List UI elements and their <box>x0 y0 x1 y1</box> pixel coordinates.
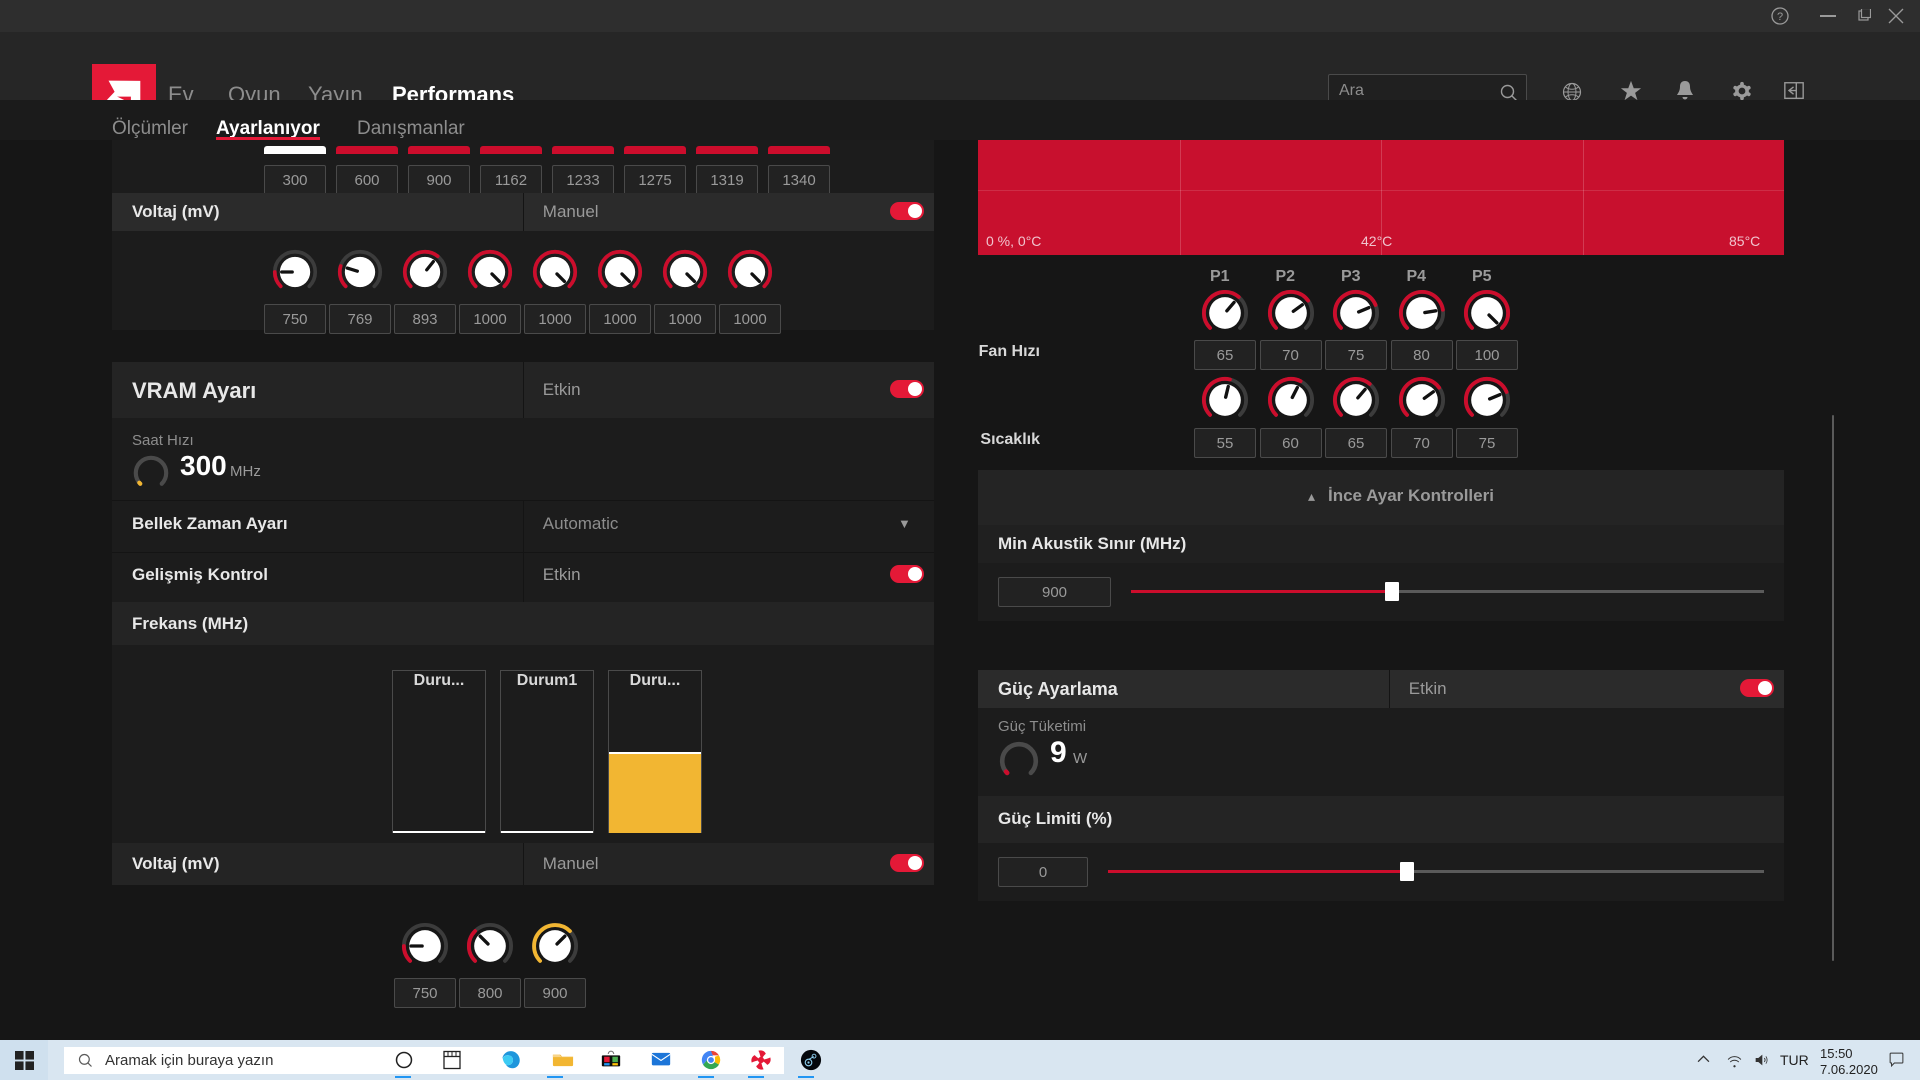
svg-text:?: ? <box>1777 11 1783 23</box>
